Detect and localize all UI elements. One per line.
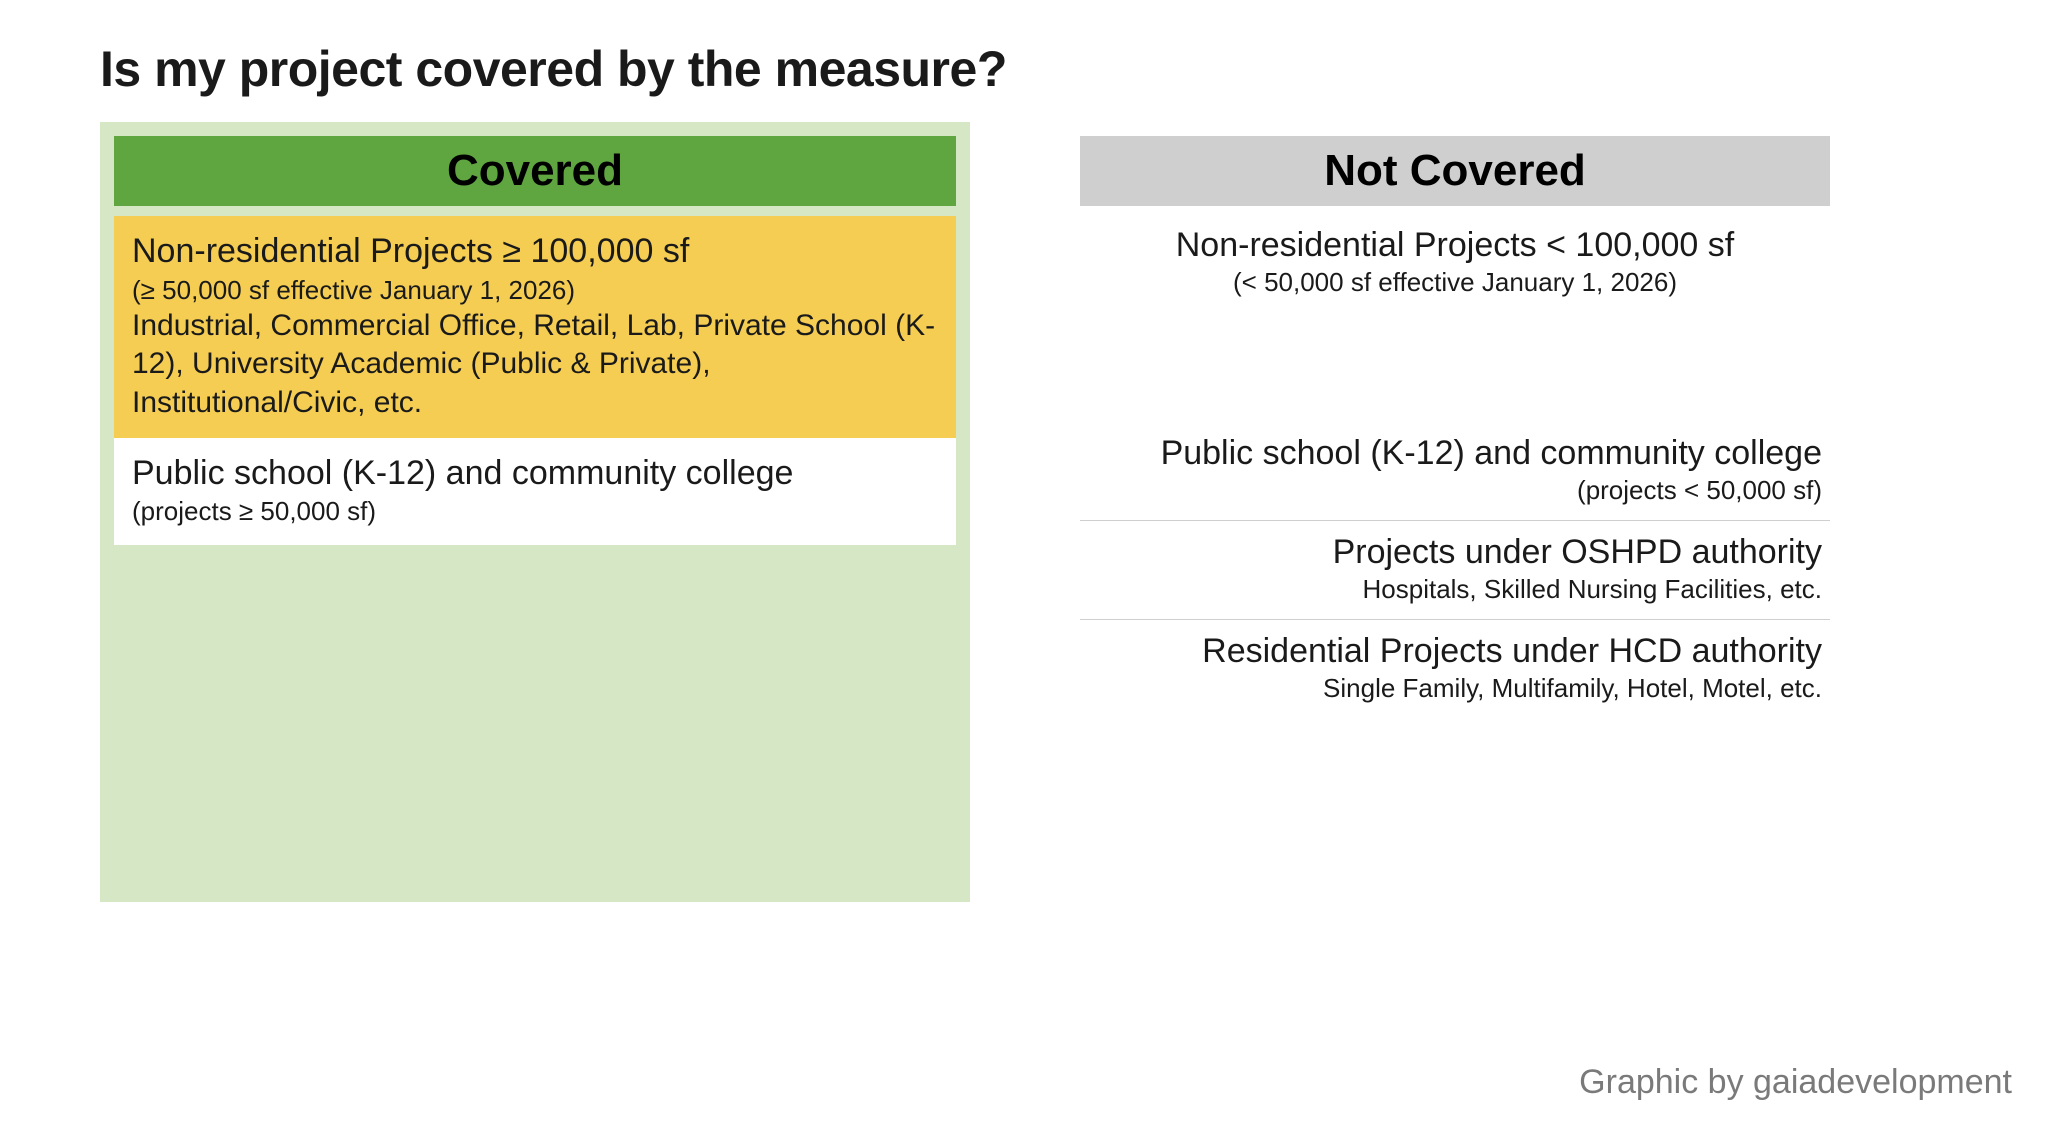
not-covered-spacer (1080, 312, 1830, 422)
credit-text: Graphic by gaiadevelopment (1579, 1063, 2012, 1102)
covered-row-1-sub: (projects ≥ 50,000 sf) (132, 495, 938, 528)
not-covered-row-3-main: Residential Projects under HCD authority (1088, 632, 1822, 671)
not-covered-row-3-sub: Single Family, Multifamily, Hotel, Motel… (1088, 673, 1822, 704)
not-covered-row-0-main: Non-residential Projects < 100,000 sf (1088, 226, 1822, 265)
not-covered-row-2-sub: Hospitals, Skilled Nursing Facilities, e… (1088, 574, 1822, 605)
not-covered-column: Not Covered Non-residential Projects < 1… (1080, 122, 1830, 718)
page: Is my project covered by the measure? Co… (0, 0, 2072, 1136)
covered-row-0-desc: Industrial, Commercial Office, Retail, L… (132, 307, 938, 422)
covered-header: Covered (114, 136, 956, 206)
not-covered-row-1-main: Public school (K-12) and community colle… (1088, 434, 1822, 473)
not-covered-row-0-sub: (< 50,000 sf effective January 1, 2026) (1088, 267, 1822, 298)
covered-row-0: Non-residential Projects ≥ 100,000 sf (≥… (114, 216, 956, 438)
covered-row-1-main: Public school (K-12) and community colle… (132, 452, 938, 496)
columns-wrapper: Covered Non-residential Projects ≥ 100,0… (100, 122, 1972, 902)
not-covered-row-0: Non-residential Projects < 100,000 sf (<… (1080, 206, 1830, 312)
not-covered-row-1-sub: (projects < 50,000 sf) (1088, 475, 1822, 506)
not-covered-row-2-main: Projects under OSHPD authority (1088, 533, 1822, 572)
covered-row-1: Public school (K-12) and community colle… (114, 438, 956, 545)
not-covered-header: Not Covered (1080, 136, 1830, 206)
not-covered-row-3: Residential Projects under HCD authority… (1080, 619, 1830, 718)
not-covered-row-1: Public school (K-12) and community colle… (1080, 422, 1830, 520)
covered-column: Covered Non-residential Projects ≥ 100,0… (100, 122, 970, 902)
covered-row-0-main: Non-residential Projects ≥ 100,000 sf (132, 230, 938, 274)
covered-row-0-sub: (≥ 50,000 sf effective January 1, 2026) (132, 274, 938, 307)
not-covered-row-2: Projects under OSHPD authority Hospitals… (1080, 520, 1830, 619)
page-title: Is my project covered by the measure? (100, 40, 1972, 98)
